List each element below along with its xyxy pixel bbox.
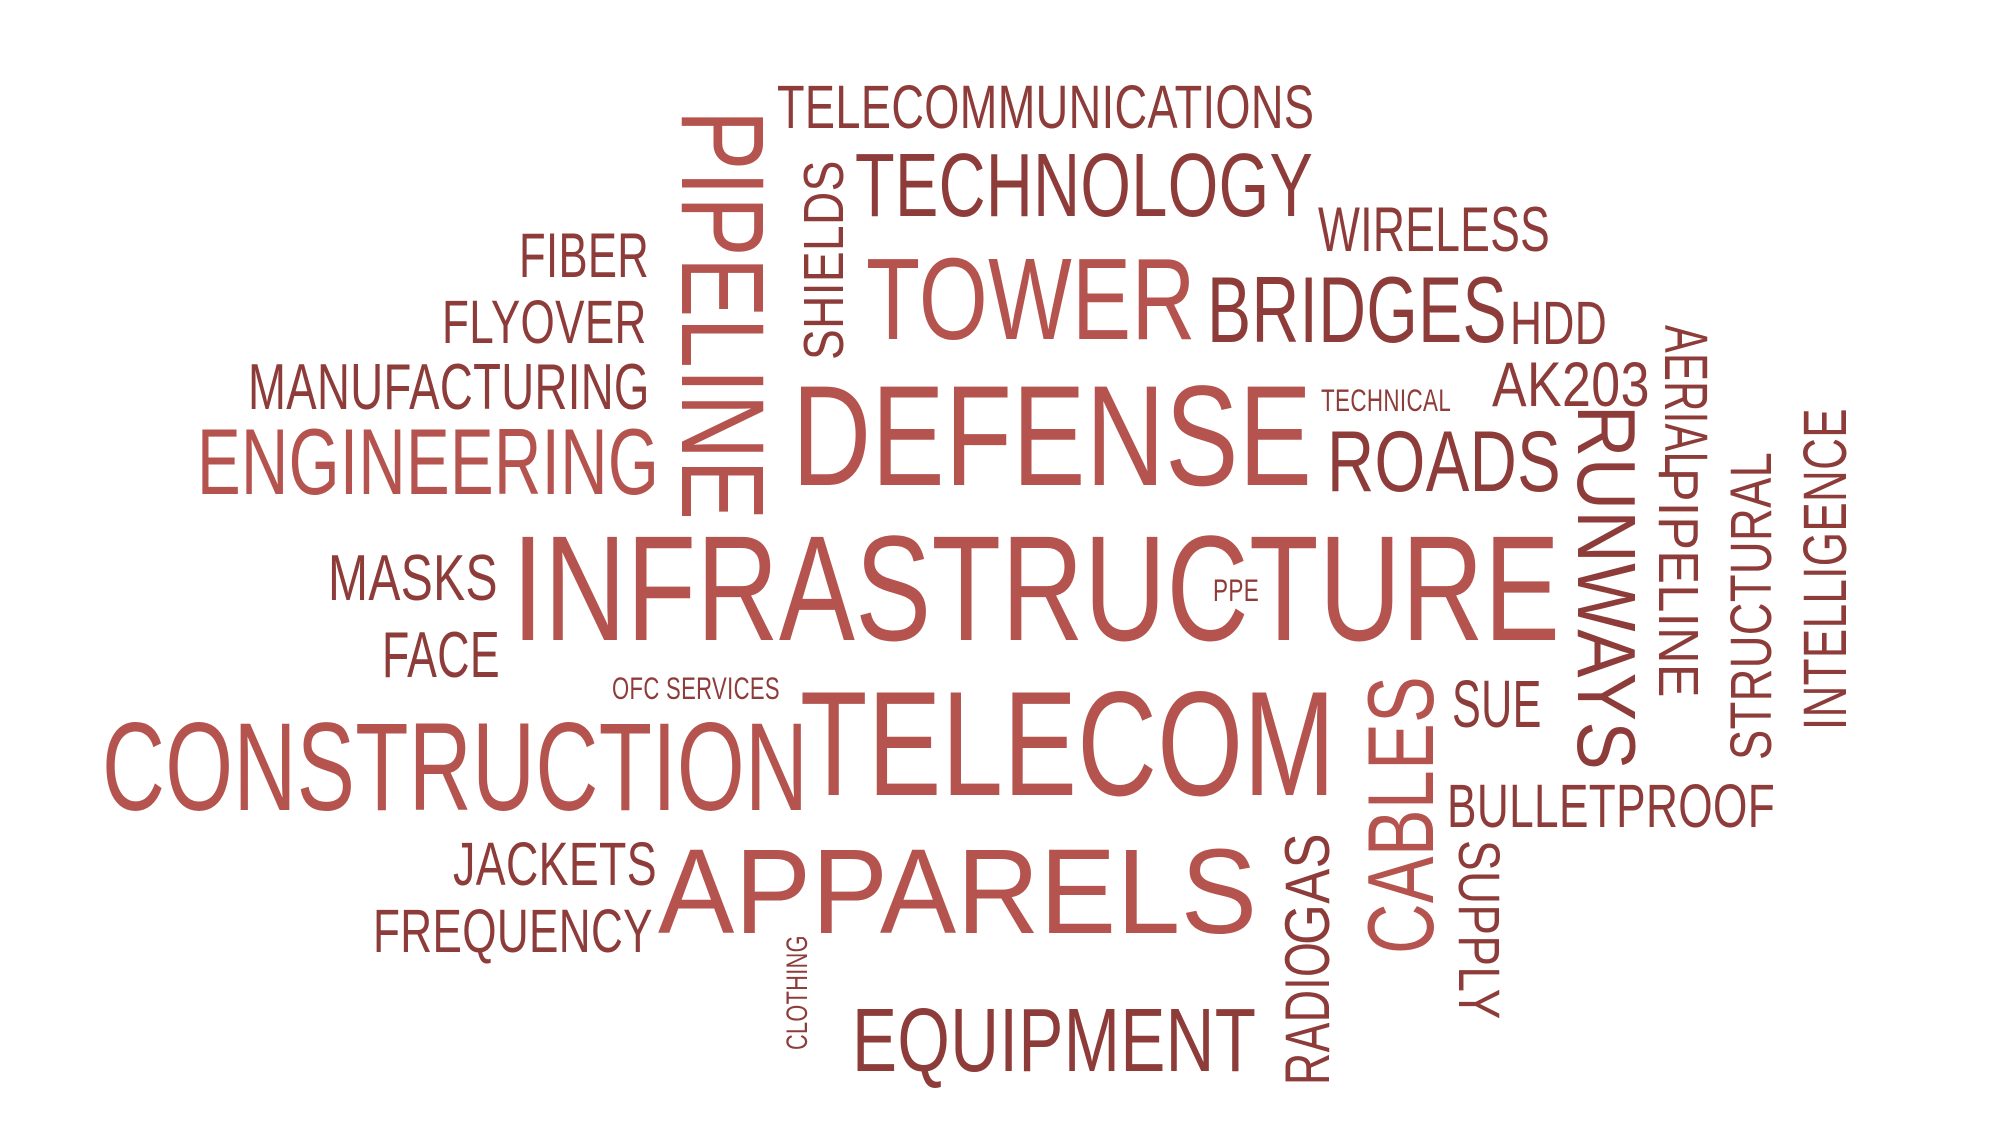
word-equipment: EQUIPMENT: [852, 990, 1257, 1091]
word-construction: CONSTRUCTION: [102, 696, 809, 837]
word-radio: RADIO: [1273, 941, 1343, 1085]
word-bridges: BRIDGES: [1207, 257, 1507, 362]
word-sue: SUE: [1452, 668, 1542, 742]
word-aerial: AERIAL: [1652, 325, 1720, 476]
word-jackets: JACKETS: [453, 830, 657, 898]
word-pipeline-vertical: PIPELINE: [657, 110, 788, 521]
word-intelligence: INTELLIGENCE: [1791, 408, 1859, 730]
word-cables: CABLES: [1348, 675, 1453, 954]
word-bulletproof: BULLETPROOF: [1447, 772, 1776, 840]
word-roads: ROADS: [1327, 414, 1562, 510]
word-structural: STRUCTURAL: [1719, 451, 1784, 760]
word-defense: DEFENSE: [792, 356, 1313, 516]
word-masks: MASKS: [328, 541, 498, 614]
word-manufacturing: MANUFACTURING: [248, 350, 650, 423]
word-infrastructure: INFRASTRUCTURE: [512, 504, 1561, 672]
word-gas: GAS: [1273, 833, 1343, 945]
word-apparels: APPARELS: [658, 824, 1258, 959]
word-telecom: TELECOM: [800, 660, 1336, 827]
word-ppe: PPE: [1213, 573, 1260, 608]
word-ak203: AK203: [1492, 350, 1650, 420]
word-tower: TOWER: [866, 234, 1196, 364]
word-telecommunications: TELECOMMUNICATIONS: [777, 73, 1315, 141]
word-runways: RUNWAYS: [1560, 405, 1652, 771]
word-pipeline-small: PIPELINE: [1646, 468, 1709, 698]
word-frequency: FREQUENCY: [373, 897, 653, 965]
word-ofc-services: OFC SERVICES: [612, 671, 780, 706]
word-flyover: FLYOVER: [442, 288, 647, 356]
word-engineering: ENGINEERING: [197, 409, 660, 514]
word-technology: TECHNOLOGY: [855, 135, 1314, 236]
word-fiber: FIBER: [519, 221, 650, 291]
word-hdd: HDD: [1510, 289, 1608, 357]
word-face: FACE: [382, 618, 500, 691]
word-technical: TECHNICAL: [1321, 383, 1452, 418]
word-clothing: CLOTHING: [781, 935, 814, 1050]
word-wireless: WIRELESS: [1318, 195, 1551, 265]
word-shields: SHIELDS: [793, 160, 856, 360]
word-supply: SUPPLY: [1446, 840, 1511, 1020]
